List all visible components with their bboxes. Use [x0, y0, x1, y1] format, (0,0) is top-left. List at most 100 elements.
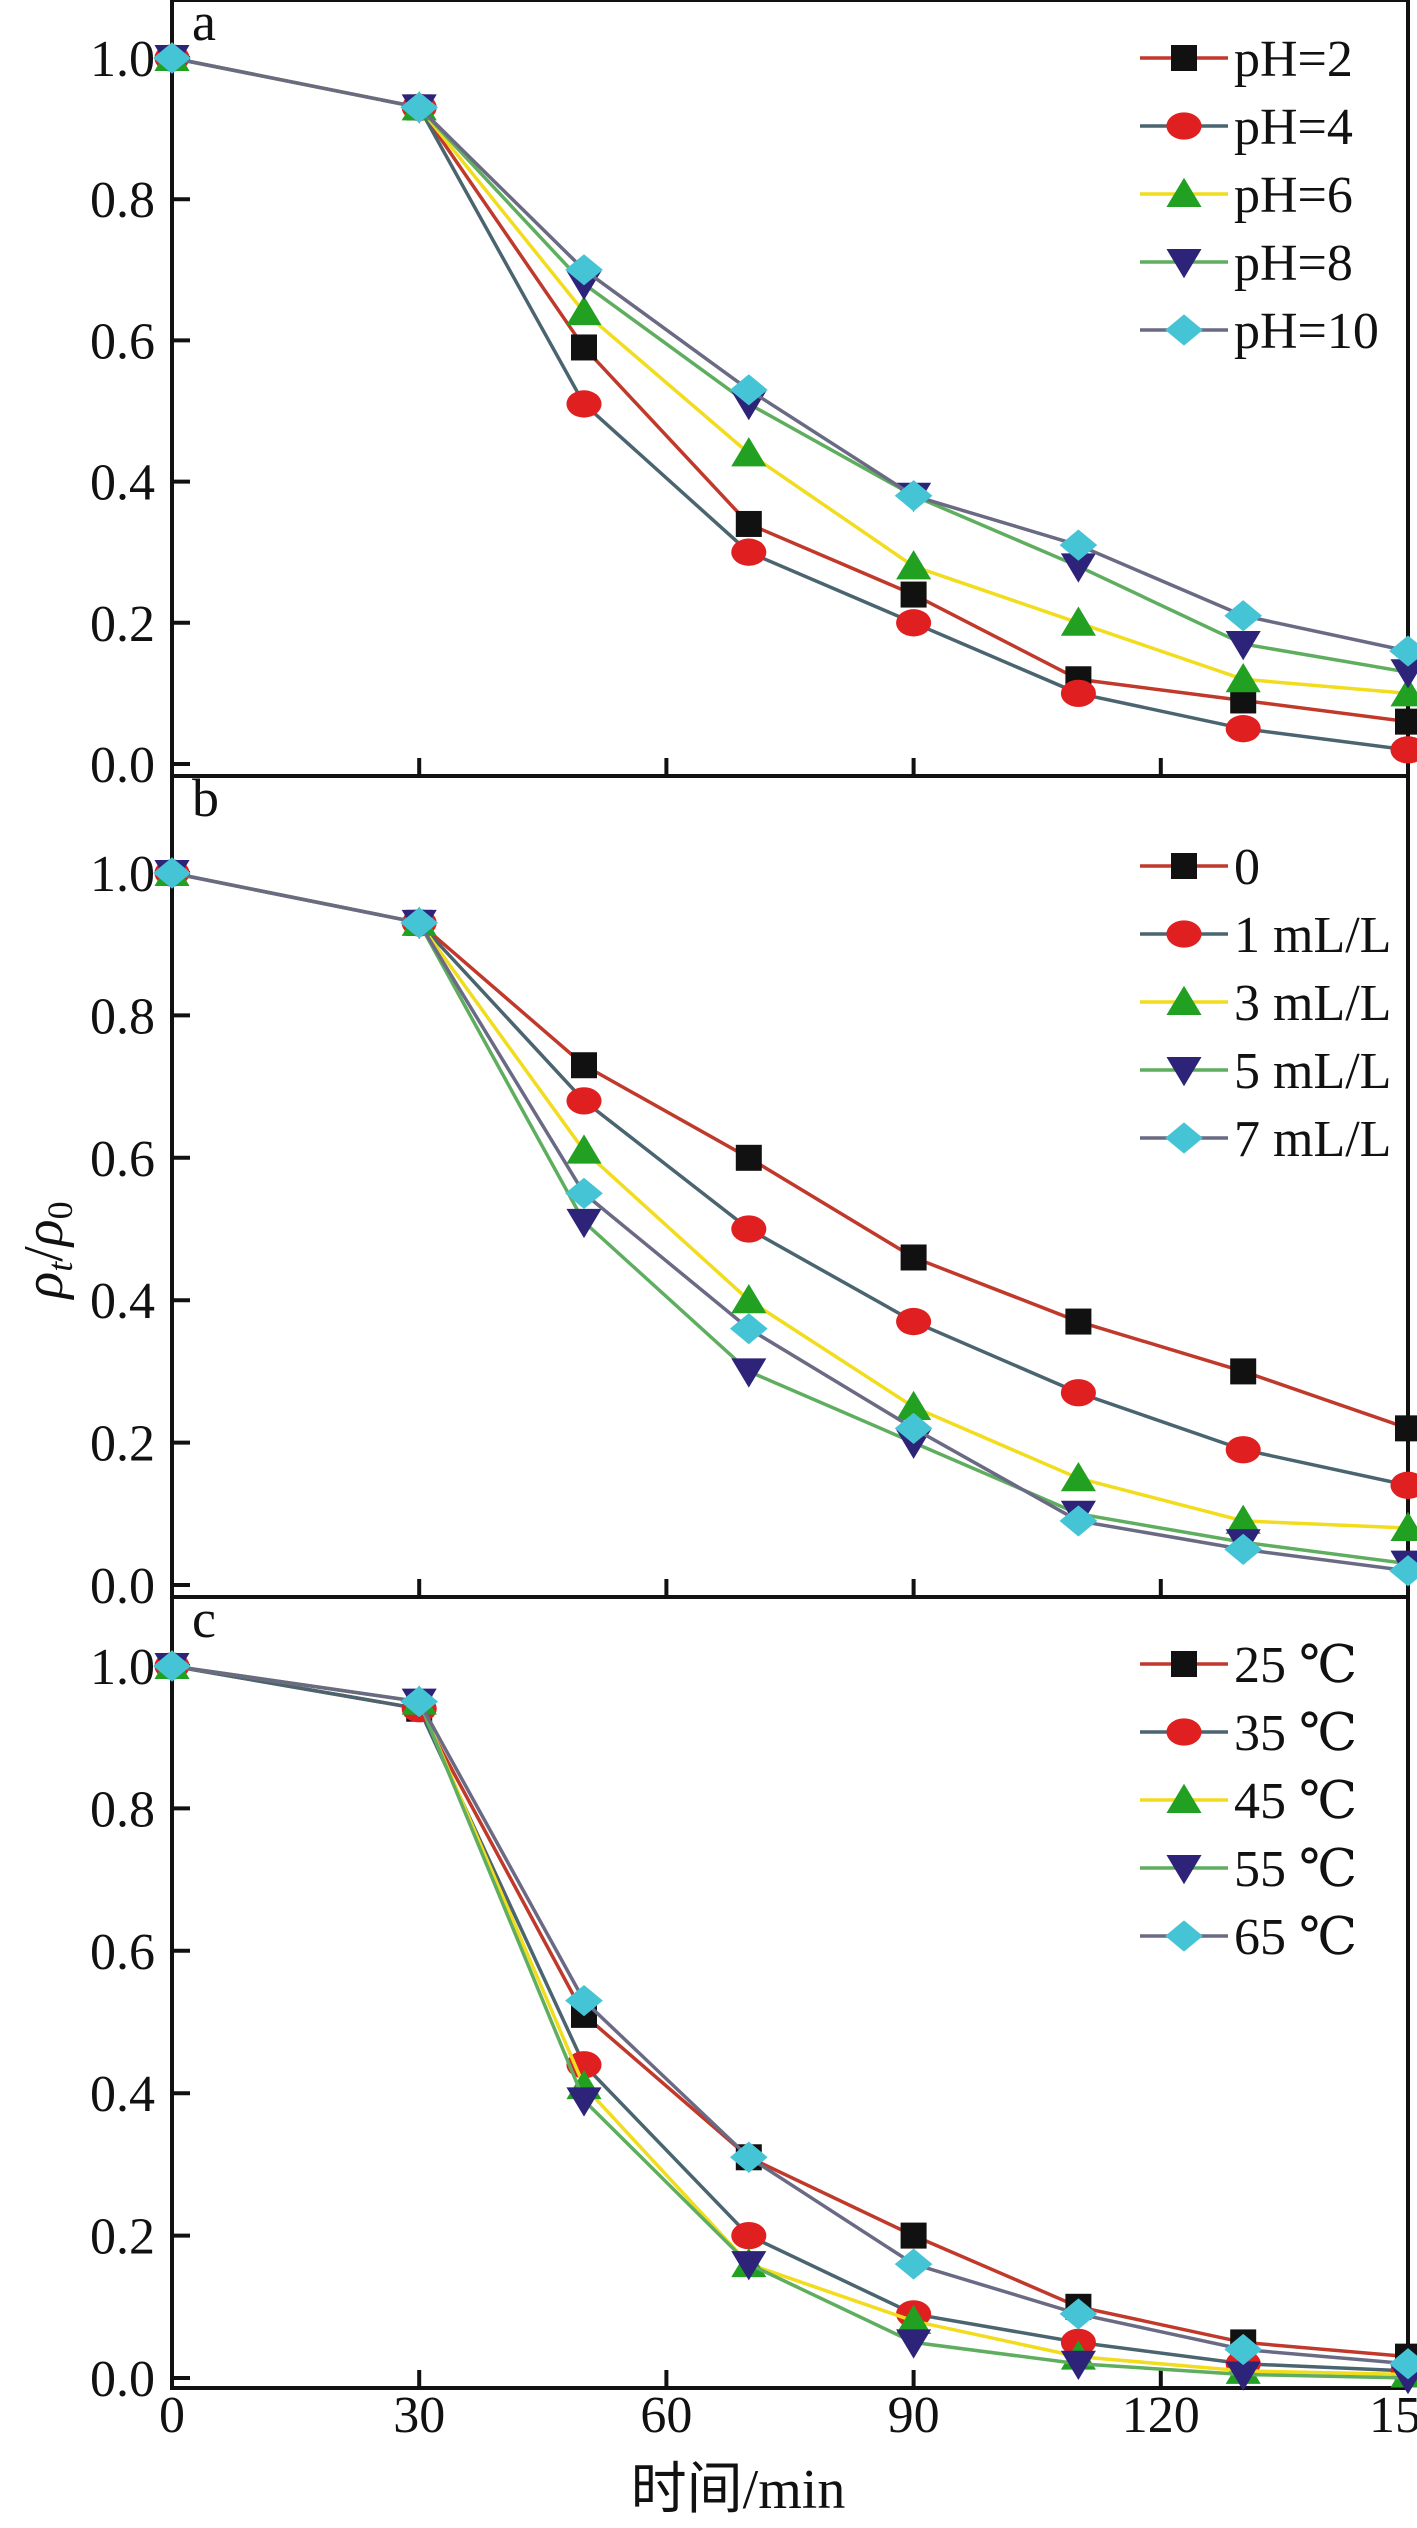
y-tick-label: 0.6: [90, 313, 155, 370]
y-tick-label: 0.0: [90, 2351, 155, 2408]
series-line: [171, 56, 1409, 752]
data-point: [731, 538, 767, 566]
data-point: [896, 2304, 932, 2335]
legend-label: pH=8: [1234, 235, 1353, 292]
legend-marker: [1165, 1122, 1203, 1154]
data-point: [896, 1390, 932, 1420]
series-4: [153, 857, 1417, 1587]
panel-c: c 0.0 0.2 0.4 0.6 0.8 1.0 0 30 60 90 120 150 25 ℃ 35 ℃…: [90, 1589, 1417, 2444]
series-line: [171, 1664, 1409, 2359]
legend-entry: 0: [1140, 839, 1260, 896]
data-point: [1230, 1358, 1257, 1385]
legend-entry: 7 mL/L: [1140, 1111, 1391, 1168]
y-tick-label: 1.0: [90, 1639, 155, 1696]
series-2: [154, 41, 1417, 707]
data-point: [1224, 600, 1263, 632]
data-point: [731, 1283, 767, 1314]
x-tick-label: 0: [159, 2387, 185, 2444]
series-line: [171, 871, 1409, 1566]
y-tick-label: 1.0: [90, 31, 155, 88]
legend-marker: [1171, 45, 1197, 71]
data-point: [1224, 2333, 1263, 2366]
series-line: [171, 871, 1409, 1431]
legend-label: 65 ℃: [1234, 1909, 1357, 1966]
series-line: [171, 56, 1409, 696]
legend-entry: pH=6: [1140, 167, 1353, 224]
y-tick-label: 0.2: [90, 2209, 155, 2266]
legend-marker: [1166, 177, 1202, 207]
y-axis-title-separator: /: [13, 1246, 75, 1262]
y-axis-title-symbol-2: ρ: [13, 1219, 75, 1248]
panel-frame: [170, 774, 1410, 1599]
legend-label: pH=6: [1234, 167, 1353, 224]
data-point: [1225, 630, 1261, 661]
legend-entry: 25 ℃: [1140, 1637, 1357, 1694]
data-point: [729, 1313, 768, 1345]
data-point: [735, 510, 762, 537]
data-point: [894, 480, 933, 512]
data-point: [400, 907, 439, 939]
legend-marker: [1166, 1718, 1202, 1746]
y-tick-label: 0.2: [90, 1416, 155, 1473]
data-point: [1395, 708, 1417, 735]
series-3: [154, 1653, 1417, 2395]
data-point: [153, 1650, 191, 1682]
x-tick-label: 60: [640, 2387, 692, 2444]
data-point: [565, 254, 603, 286]
y-tick-label: 0.8: [90, 988, 155, 1045]
data-point: [729, 374, 768, 406]
legend-label: 3 mL/L: [1234, 975, 1391, 1032]
data-point: [1059, 529, 1098, 561]
data-point: [896, 2329, 932, 2359]
legend-label: 1 mL/L: [1234, 907, 1391, 964]
data-point: [565, 1177, 603, 1209]
y-tick-label: 0.6: [90, 1131, 155, 1188]
data-point: [1060, 1461, 1096, 1492]
data-point: [566, 2087, 602, 2117]
data-point: [896, 1429, 932, 1459]
data-point: [1390, 736, 1417, 764]
data-point: [566, 1134, 602, 1164]
legend-label: 35 ℃: [1234, 1705, 1357, 1762]
legend-marker: [1166, 1855, 1202, 1885]
data-point: [1224, 1533, 1263, 1565]
legend-marker: [1166, 1057, 1202, 1087]
panel-letter: c: [192, 1589, 216, 1649]
y-axis-title: ρt/ρ0: [13, 1201, 80, 1300]
series-line: [171, 871, 1409, 1530]
series-line: [171, 1664, 1409, 2373]
legend-entry: 65 ℃: [1140, 1909, 1357, 1966]
data-point: [1059, 2298, 1098, 2330]
data-point: [1225, 1436, 1261, 1464]
legend-marker: [1166, 985, 1202, 1015]
legend-entry: pH=10: [1140, 303, 1379, 360]
series-line: [171, 871, 1409, 1573]
series-2: [154, 856, 1417, 1542]
data-point: [731, 1215, 767, 1243]
data-point: [1060, 606, 1096, 636]
y-tick-label: 0.8: [90, 1781, 155, 1838]
legend-entry: 35 ℃: [1140, 1705, 1357, 1762]
legend-marker: [1171, 1651, 1197, 1677]
y-axis-title-symbol: ρ: [13, 1272, 75, 1301]
legend-label: 0: [1234, 839, 1260, 896]
data-point: [731, 2221, 767, 2250]
series-4: [153, 42, 1417, 667]
legend-marker: [1165, 1920, 1203, 1952]
x-tick-label: 120: [1122, 2387, 1200, 2444]
data-point: [1060, 679, 1096, 708]
y-tick-label: 0.6: [90, 1924, 155, 1981]
y-axis-title-subscript-0: 0: [40, 1201, 80, 1219]
y-tick-label: 0.0: [90, 1558, 155, 1615]
series-1: [154, 1652, 1417, 2385]
y-tick-label: 0.4: [90, 455, 155, 512]
data-point: [571, 334, 597, 361]
data-point: [1060, 553, 1096, 583]
data-point: [1060, 2350, 1096, 2381]
x-tick-label: 30: [393, 2387, 445, 2444]
legend-entry: pH=8: [1140, 235, 1353, 292]
y-axis-title-subscript-t: t: [40, 1261, 80, 1272]
data-point: [566, 1208, 602, 1239]
data-point: [1389, 1555, 1417, 1587]
